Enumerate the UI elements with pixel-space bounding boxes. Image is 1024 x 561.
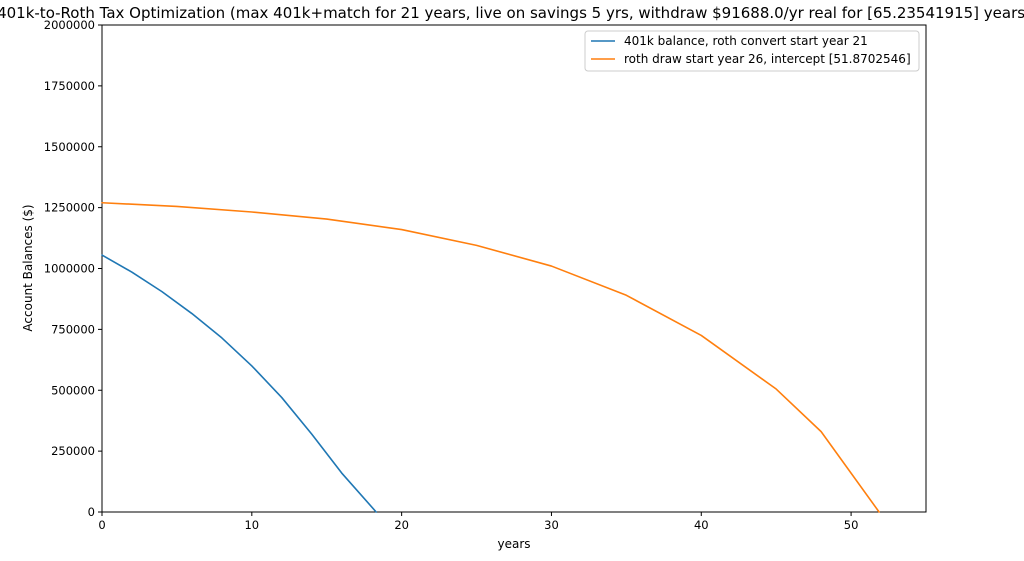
plot-frame (101, 24, 927, 513)
plot-area (101, 24, 927, 513)
series-line-401k-balance (101, 254, 377, 513)
y-tick-label-7: 1750000 (44, 79, 95, 93)
y-tick-label-5: 1250000 (44, 201, 95, 215)
x-tick-label-0: 0 (98, 518, 105, 532)
y-tick-label-6: 1500000 (44, 140, 95, 154)
legend: 401k balance, roth convert start year 21… (584, 30, 920, 72)
x-axis-ticks: 0 10 20 30 40 50 (98, 512, 858, 532)
y-tick-label-1: 250000 (51, 444, 95, 458)
x-tick-label-2: 20 (394, 518, 409, 532)
legend-box (584, 30, 920, 72)
y-tick-label-8: 2000000 (44, 18, 95, 32)
series-layer (101, 201, 880, 513)
x-tick-label-5: 50 (844, 518, 859, 532)
x-tick-label-3: 30 (544, 518, 559, 532)
y-tick-label-4: 1000000 (44, 262, 95, 276)
chart-title: 401k-to-Roth Tax Optimization (max 401k+… (0, 4, 1024, 22)
y-axis-label: Account Balances ($) (21, 204, 35, 331)
y-axis-ticks: 0 250000 500000 750000 1000000 1250000 1500000… (44, 18, 102, 519)
series-line-roth-draw (101, 201, 880, 513)
legend-entry-roth-draw: roth draw start year 26, intercept [51.8… (624, 52, 911, 66)
y-tick-label-3: 750000 (51, 322, 95, 336)
x-axis-label: years (497, 537, 530, 551)
legend-entry-401k-balance: 401k balance, roth convert start year 21 (624, 34, 868, 48)
x-tick-label-1: 10 (244, 518, 259, 532)
y-tick-label-0: 0 (88, 505, 95, 519)
y-tick-label-2: 500000 (51, 383, 95, 397)
x-tick-label-4: 40 (694, 518, 709, 532)
